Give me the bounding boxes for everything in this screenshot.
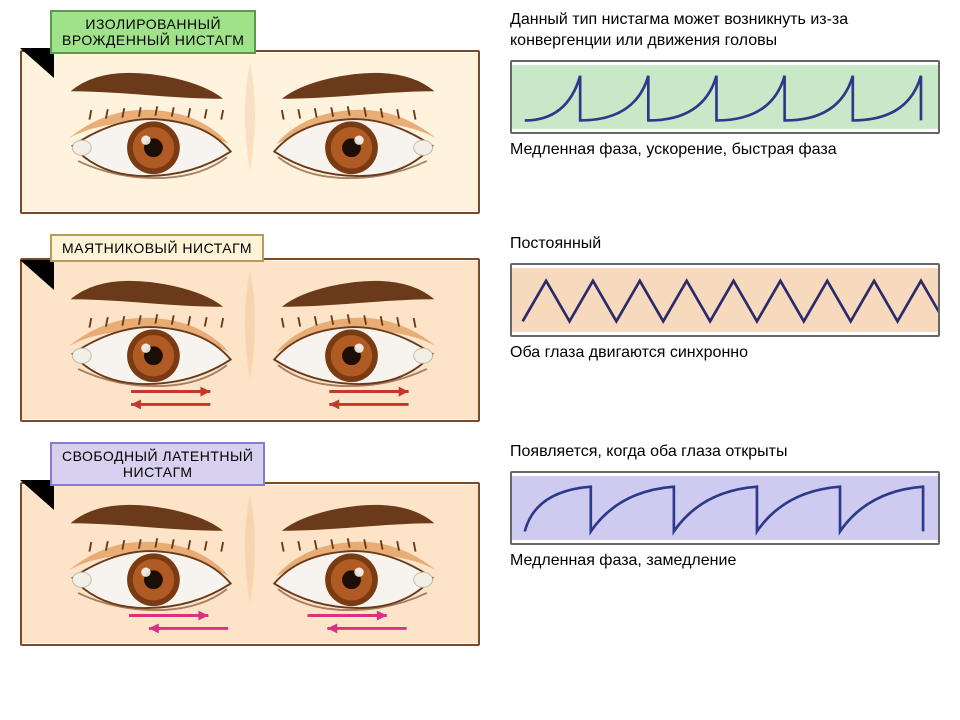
eyes-panel: [20, 258, 480, 422]
corner-marker: [20, 260, 54, 290]
waveform-panel: [510, 60, 940, 134]
description-text: Постоянный: [510, 234, 940, 255]
illustration-column: СВОБОДНЫЙ ЛАТЕНТНЫЙНИСТАГМ: [20, 442, 480, 646]
type-tag: МАЯТНИКОВЫЙ НИСТАГМ: [50, 234, 264, 262]
description-text: Появляется, когда оба глаза открыты: [510, 442, 940, 463]
eyes-panel: [20, 50, 480, 214]
nystagmus-row-1: МАЯТНИКОВЫЙ НИСТАГМ: [20, 234, 940, 422]
waveform-panel: [510, 471, 940, 545]
description-text: Данный тип нистагма может возникнуть из-…: [510, 10, 940, 52]
text-column: Данный тип нистагма может возникнуть из-…: [510, 10, 940, 160]
illustration-column: ИЗОЛИРОВАННЫЙВРОЖДЕННЫЙ НИСТАГМ: [20, 10, 480, 214]
corner-marker: [20, 48, 54, 78]
text-column: Постоянный Оба глаза двигаются синхронно: [510, 234, 940, 363]
waveform-panel: [510, 263, 940, 337]
waveform-caption: Медленная фаза, замедление: [510, 551, 940, 571]
corner-marker: [20, 480, 54, 510]
nystagmus-row-2: СВОБОДНЫЙ ЛАТЕНТНЫЙНИСТАГМ: [20, 442, 940, 646]
waveform-caption: Медленная фаза, ускорение, быстрая фаза: [510, 140, 940, 160]
type-tag: СВОБОДНЫЙ ЛАТЕНТНЫЙНИСТАГМ: [50, 442, 265, 486]
nystagmus-row-0: ИЗОЛИРОВАННЫЙВРОЖДЕННЫЙ НИСТАГМ Данный т…: [20, 10, 940, 214]
eyes-panel: [20, 482, 480, 646]
type-tag: ИЗОЛИРОВАННЫЙВРОЖДЕННЫЙ НИСТАГМ: [50, 10, 256, 54]
illustration-column: МАЯТНИКОВЫЙ НИСТАГМ: [20, 234, 480, 422]
waveform-caption: Оба глаза двигаются синхронно: [510, 343, 940, 363]
text-column: Появляется, когда оба глаза открыты Медл…: [510, 442, 940, 571]
